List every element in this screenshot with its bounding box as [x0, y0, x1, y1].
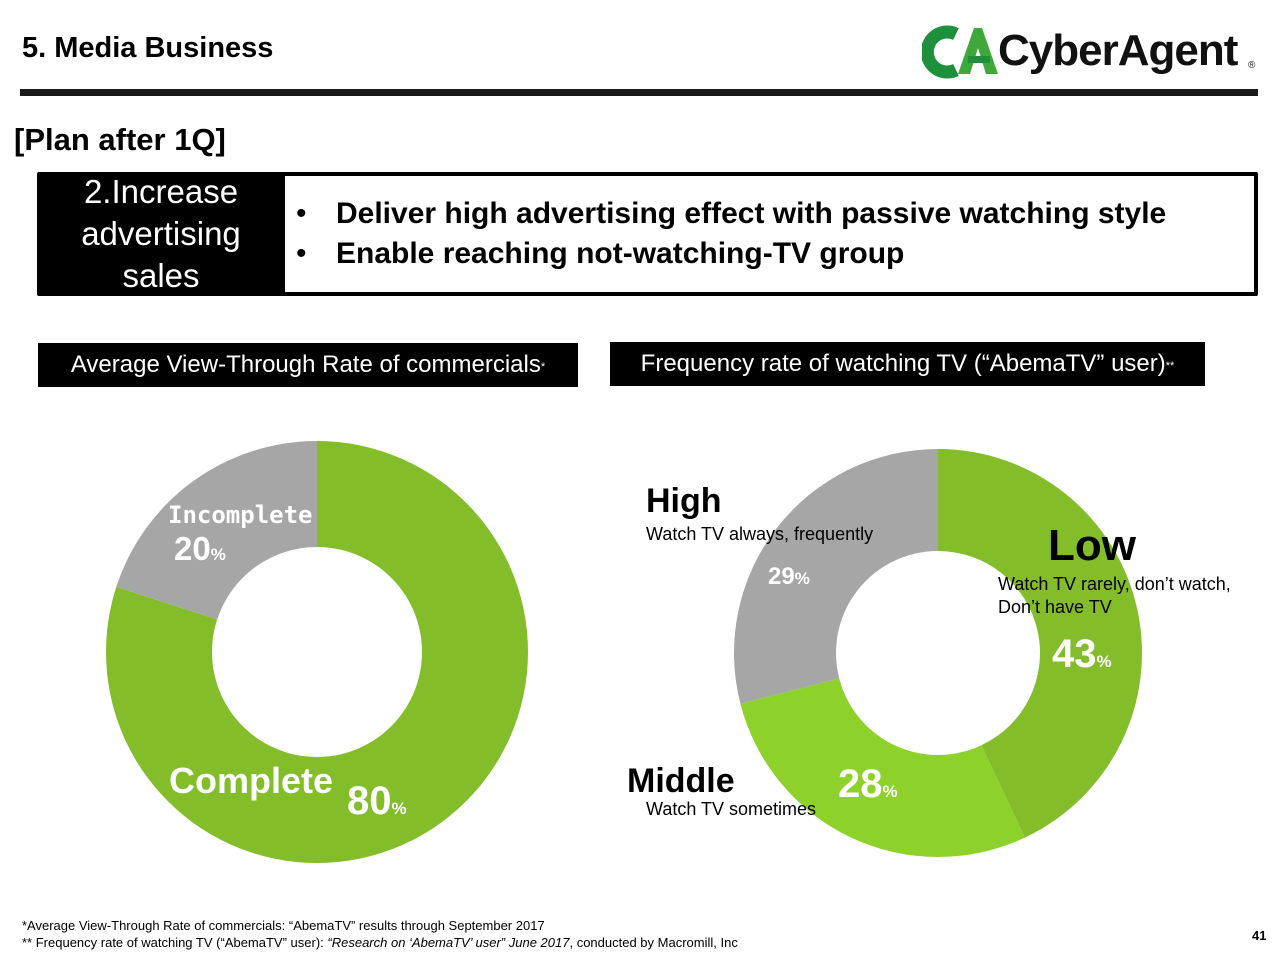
value-unit: %	[210, 545, 226, 564]
donut-slice-incomplete	[116, 441, 317, 620]
middle-label: Middle	[627, 762, 735, 800]
bullet-icon: •	[296, 237, 307, 270]
plan-label-line: 2.Increase	[83, 173, 239, 210]
value-unit: %	[1096, 652, 1112, 671]
slide-title: 5. Media Business	[22, 32, 274, 64]
donut-slice-high	[734, 449, 938, 704]
complete-value: 80%	[347, 779, 407, 824]
plan-box	[37, 172, 1258, 296]
bullet-icon: •	[296, 197, 307, 230]
low-label: Low	[1048, 521, 1136, 570]
footnote-source: “Research on ‘AbemaTV’ user” June 2017	[327, 935, 570, 950]
footnote-text: , conducted by Macromill, Inc	[569, 935, 738, 950]
title-divider	[20, 89, 1258, 96]
value-number: 20	[174, 530, 211, 567]
ca-logo-mark	[920, 25, 998, 79]
value-number: 28	[838, 762, 883, 806]
plan-label-line: sales	[122, 257, 200, 294]
high-value: 29%	[768, 563, 810, 591]
low-description-line: Watch TV rarely, don’t watch,	[998, 574, 1231, 594]
high-description: Watch TV always, frequently	[646, 524, 874, 544]
footnotes: *Average View-Through Rate of commercial…	[22, 917, 738, 951]
plan-bullet-text: Enable reaching not-watching-TV group	[336, 237, 905, 270]
plan-label: 2.Increase advertising sales	[37, 172, 285, 296]
footnote-line: *Average View-Through Rate of commercial…	[22, 918, 545, 933]
high-label: High	[646, 482, 722, 520]
page-number: 41	[1252, 928, 1267, 943]
plan-bullet: • Enable reaching not-watching-TV group	[296, 234, 1166, 274]
chart-title-text: Frequency rate of watching TV (“AbemaTV”…	[640, 350, 1166, 377]
plan-bullet-text: Deliver high advertising effect with pas…	[336, 197, 1167, 230]
value-number: 43	[1052, 632, 1097, 676]
value-unit: %	[794, 569, 810, 588]
value-unit: %	[882, 782, 898, 801]
plan-bullet-list: • Deliver high advertising effect with pa…	[296, 194, 1166, 274]
footnote-line: ** Frequency rate of watching TV (“Abema…	[22, 934, 738, 951]
footnote-mark: **	[1165, 360, 1175, 372]
footnote-text: ** Frequency rate of watching TV (“Abema…	[22, 935, 328, 950]
low-description-line: Don’t have TV	[998, 597, 1112, 617]
donut-slice-complete	[105, 441, 529, 863]
logo-wordmark: CyberAgent	[998, 26, 1238, 75]
plan-label-line: advertising	[81, 215, 241, 252]
left-chart-title: Average View-Through Rate of commercials…	[38, 343, 578, 387]
value-number: 80	[347, 779, 392, 823]
chart-title-text: Average View-Through Rate of commercials	[70, 351, 541, 378]
complete-label: Complete	[169, 760, 334, 801]
value-unit: %	[391, 799, 407, 818]
section-heading: [Plan after 1Q]	[14, 122, 226, 157]
middle-description: Watch TV sometimes	[646, 799, 817, 819]
plan-bullet: • Deliver high advertising effect with pa…	[296, 194, 1166, 234]
donut-slice-low	[938, 449, 1143, 838]
middle-value: 28%	[838, 762, 898, 807]
incomplete-value: 20%	[174, 530, 226, 568]
value-number: 29	[768, 563, 795, 590]
donut-slice-middle	[740, 678, 1025, 858]
incomplete-label: Incomplete	[168, 501, 313, 529]
low-value: 43%	[1052, 632, 1112, 677]
cyberagent-logo: CyberAgent ®	[920, 24, 1262, 84]
right-chart-title: Frequency rate of watching TV (“AbemaTV”…	[610, 342, 1205, 386]
registered-mark: ®	[1248, 60, 1256, 71]
footnote-mark: *	[540, 361, 546, 373]
